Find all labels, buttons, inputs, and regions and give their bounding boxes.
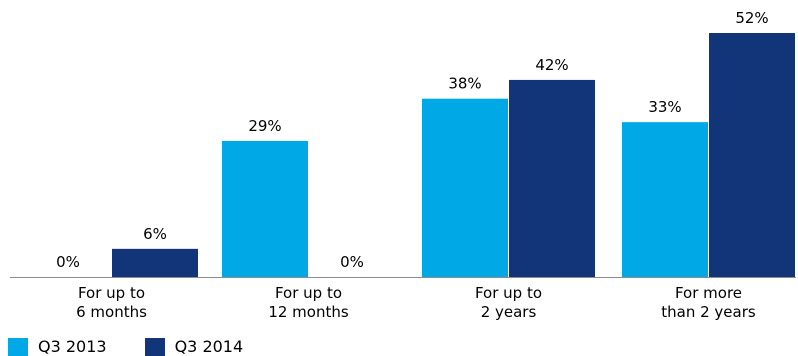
data-label: 38% (448, 75, 481, 93)
bar-q3-2013-2 (422, 98, 508, 277)
legend-swatch-q3-2013 (8, 337, 28, 356)
x-tick-label: For up to 2 years (475, 284, 542, 321)
x-tick-label-line: For more (675, 284, 742, 302)
legend: Q3 2013 Q3 2014 (8, 337, 243, 356)
data-label: 0% (56, 253, 80, 271)
data-label: 0% (340, 253, 364, 271)
x-tick-label-line: For up to (275, 284, 342, 302)
bar-q3-2013-1 (222, 140, 308, 277)
data-label: 29% (248, 117, 281, 135)
x-tick-label-line: 2 years (481, 303, 537, 321)
x-tick-label-line: 12 months (268, 303, 349, 321)
legend-label-q3-2013: Q3 2013 (38, 337, 107, 356)
x-tick-label: For more than 2 years (661, 284, 756, 321)
legend-swatch-q3-2014 (144, 337, 165, 356)
x-tick-label: For up to 12 months (268, 284, 349, 321)
bar-q3-2014-2 (509, 79, 595, 277)
data-label: 6% (143, 225, 167, 243)
x-tick-label-line: For up to (78, 284, 145, 302)
bar-q3-2013-3 (622, 122, 708, 278)
legend-item-q3-2013: Q3 2013 (8, 337, 107, 356)
data-label: 42% (535, 56, 568, 74)
bar-chart-svg: 0%29%38%33%6%0%42%52%For up to 6 monthsFo… (10, 9, 796, 321)
legend-label-q3-2014: Q3 2014 (174, 337, 244, 356)
data-label: 52% (735, 9, 768, 27)
data-label: 33% (648, 98, 681, 116)
bar-q3-2014-3 (709, 33, 795, 277)
legend-item-q3-2014: Q3 2014 (144, 337, 244, 356)
x-tick-label-line: For up to (475, 284, 542, 302)
x-tick-label-line: than 2 years (661, 303, 756, 321)
x-tick-label: For up to 6 months (76, 284, 147, 321)
bar-q3-2014-0 (112, 248, 198, 277)
x-tick-label-line: 6 months (76, 303, 147, 321)
